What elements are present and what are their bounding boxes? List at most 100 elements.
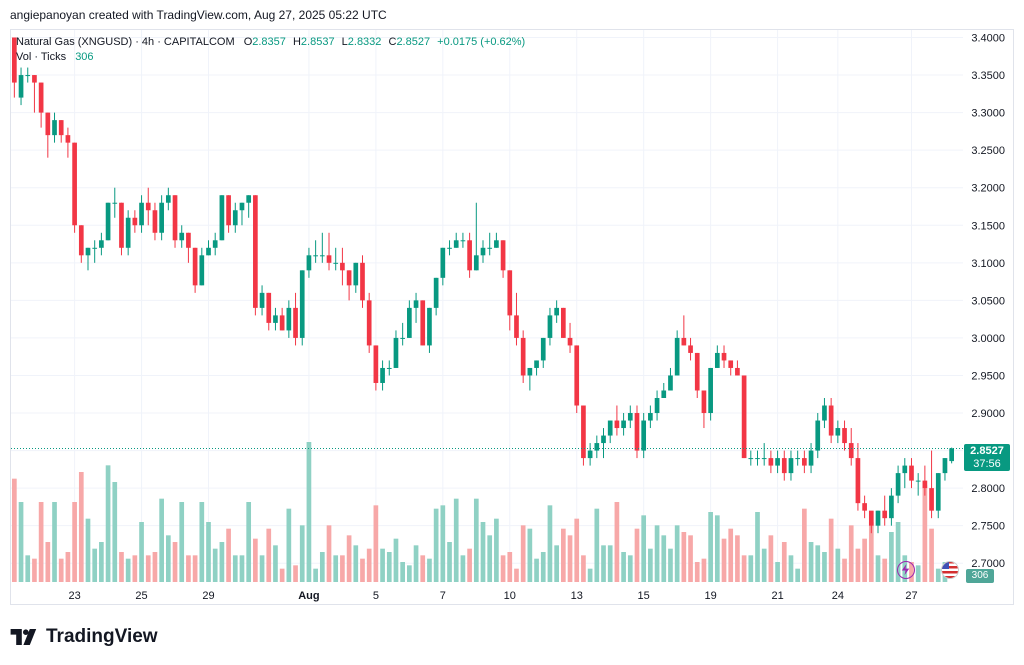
volume-bar xyxy=(393,538,399,582)
volume-bar xyxy=(125,558,131,582)
volume-bar xyxy=(353,545,359,582)
candle-body xyxy=(768,458,774,466)
volume-bar xyxy=(112,482,118,582)
y-tick-label: 3.3000 xyxy=(971,108,1005,120)
candle xyxy=(306,247,312,278)
candle xyxy=(761,443,767,466)
candle xyxy=(453,232,459,248)
volume-label[interactable]: Vol · Ticks xyxy=(16,51,67,63)
volume-bar xyxy=(835,548,841,582)
volume-bar xyxy=(152,552,158,582)
candle xyxy=(567,322,573,353)
candle-body xyxy=(614,420,620,429)
us-flag-icon[interactable] xyxy=(941,561,959,579)
candle-body xyxy=(781,458,787,474)
volume-bar xyxy=(319,552,325,582)
candle xyxy=(467,232,472,278)
volume-bar xyxy=(32,558,37,582)
candle xyxy=(145,187,151,226)
candle-body xyxy=(735,367,740,376)
lightning-icon[interactable] xyxy=(897,561,915,579)
volume-bar xyxy=(594,508,600,582)
volume-bar xyxy=(427,558,432,582)
candle-body xyxy=(828,405,834,436)
volume-bar xyxy=(219,542,225,582)
candle xyxy=(360,255,365,308)
candle xyxy=(58,120,64,143)
candle-body xyxy=(775,458,780,466)
x-tick-label: 25 xyxy=(135,590,147,602)
chart-legend: Natural Gas (XNGUSD) · 4h · CAPITALCOM O… xyxy=(16,35,525,65)
candle-body xyxy=(206,247,211,256)
candle-body xyxy=(420,300,426,346)
volume-bar xyxy=(286,508,292,582)
candle xyxy=(909,458,914,489)
volume-bar xyxy=(520,525,526,582)
candle-body xyxy=(413,300,419,308)
candle xyxy=(152,202,158,241)
volume-bar xyxy=(648,548,653,582)
candle-body xyxy=(534,360,539,368)
tradingview-logo-icon xyxy=(10,629,37,645)
candle xyxy=(38,82,44,128)
chart-frame[interactable] xyxy=(10,29,1014,605)
candle-body xyxy=(935,473,941,511)
candle-body xyxy=(172,195,178,241)
candle-body xyxy=(547,315,553,338)
candle xyxy=(407,300,412,338)
candle xyxy=(473,202,479,271)
candle-body xyxy=(105,202,111,241)
candles xyxy=(12,37,954,534)
candle-body xyxy=(212,240,218,248)
candle-body xyxy=(674,337,680,376)
volume-bar xyxy=(554,545,559,582)
candle-body xyxy=(253,195,258,308)
candle xyxy=(279,307,285,331)
candle xyxy=(232,202,238,233)
volume-bar xyxy=(279,568,285,582)
candle-body xyxy=(514,315,519,338)
candle xyxy=(199,247,205,286)
candle-body xyxy=(581,405,586,459)
candle xyxy=(875,510,881,534)
candle-body xyxy=(85,247,91,256)
candle xyxy=(427,307,432,353)
volume-bar xyxy=(85,518,91,582)
volume-bar xyxy=(212,548,218,582)
legend-row-volume: Vol · Ticks 306 xyxy=(16,50,525,65)
candle-body xyxy=(72,142,77,226)
volume-bar xyxy=(641,515,647,582)
candle xyxy=(45,112,51,158)
candle xyxy=(554,300,559,323)
volume-bar xyxy=(45,542,51,582)
candle xyxy=(755,450,760,466)
candle xyxy=(99,232,104,256)
volume-bar xyxy=(915,565,921,582)
candle xyxy=(627,405,633,429)
candle xyxy=(842,420,847,451)
volume-bar xyxy=(534,558,539,582)
candle-body xyxy=(246,195,252,203)
candle xyxy=(480,240,486,263)
volume-bar xyxy=(18,502,24,582)
volume-bar xyxy=(828,518,834,582)
candle xyxy=(440,247,446,286)
volume-bar xyxy=(741,555,747,582)
candle-body xyxy=(299,270,305,338)
low-label: L xyxy=(341,36,348,48)
volume-bar xyxy=(259,555,265,582)
candle xyxy=(868,510,874,534)
x-tick-label: 29 xyxy=(202,590,214,602)
candle-body xyxy=(78,225,84,256)
volume-bar xyxy=(58,558,64,582)
volume-bar xyxy=(293,565,298,582)
candle xyxy=(835,420,841,444)
volume-bar xyxy=(567,535,573,582)
candle-body xyxy=(688,345,693,353)
candle xyxy=(802,450,807,474)
symbol-label[interactable]: Natural Gas (XNGUSD) · 4h · CAPITALCOM xyxy=(16,36,235,48)
volume-bar xyxy=(326,525,332,582)
tradingview-logo[interactable]: TradingView xyxy=(10,626,158,648)
candle-body xyxy=(668,375,673,391)
candlestick-chart[interactable]: 3.4000 3.3500 3.3000 3.2500 3.2000 3.1500 3.10… xyxy=(0,0,1024,605)
